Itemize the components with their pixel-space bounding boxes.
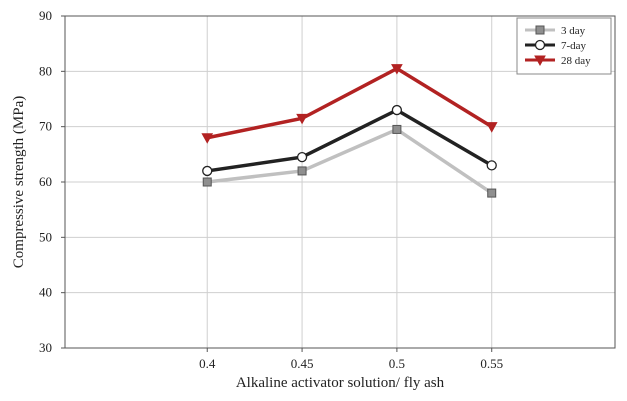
legend: 3 day 7-day 28 day bbox=[516, 17, 612, 75]
y-axis: 30 40 50 60 70 80 90 bbox=[39, 8, 65, 355]
x-axis: 0.4 0.45 0.5 0.55 bbox=[199, 348, 503, 371]
y-tick-label: 80 bbox=[39, 63, 52, 78]
data-point bbox=[486, 160, 497, 171]
data-point bbox=[485, 122, 498, 133]
x-tick-label: 0.5 bbox=[389, 356, 405, 371]
y-axis-title: Compressive strength (MPa) bbox=[11, 96, 27, 268]
legend-label: 3 day bbox=[561, 25, 586, 37]
y-tick-label: 90 bbox=[39, 8, 52, 23]
data-point bbox=[392, 124, 402, 134]
x-tick-label: 0.4 bbox=[199, 356, 216, 371]
data-point bbox=[534, 55, 546, 67]
data-point bbox=[535, 25, 545, 35]
data-point bbox=[391, 104, 403, 116]
data-point bbox=[202, 177, 212, 187]
y-tick-label: 70 bbox=[39, 119, 52, 134]
series-line bbox=[207, 127, 493, 195]
data-point bbox=[296, 113, 308, 125]
data-point bbox=[202, 165, 213, 177]
legend-label: 28 day bbox=[561, 55, 591, 67]
data-point bbox=[391, 64, 403, 75]
x-tick-label: 0.55 bbox=[480, 356, 503, 371]
x-tick-label: 0.45 bbox=[291, 356, 314, 371]
y-tick-label: 50 bbox=[39, 229, 52, 244]
y-tick-label: 30 bbox=[39, 340, 52, 355]
legend-label: 7-day bbox=[561, 40, 587, 52]
data-point bbox=[201, 133, 214, 144]
y-tick-label: 40 bbox=[39, 285, 52, 300]
series bbox=[202, 104, 497, 177]
y-tick-label: 60 bbox=[39, 174, 52, 189]
series bbox=[201, 64, 498, 144]
data-point bbox=[297, 166, 307, 176]
x-axis-title: Alkaline activator solution/ fly ash bbox=[236, 375, 445, 391]
series-line bbox=[206, 66, 493, 140]
series bbox=[202, 124, 497, 198]
series-layer bbox=[201, 64, 498, 198]
data-point bbox=[534, 39, 546, 51]
data-point bbox=[487, 188, 497, 198]
data-point bbox=[296, 151, 308, 163]
series-line bbox=[206, 108, 493, 173]
